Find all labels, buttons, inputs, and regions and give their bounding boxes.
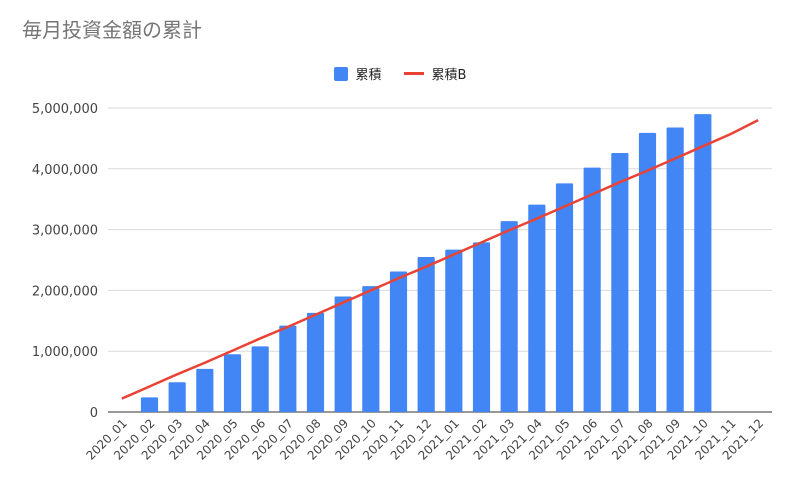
bar-2020_04[interactable] [196, 368, 214, 412]
bar-2020_05[interactable] [223, 354, 242, 412]
y-tick-label: 4,000,000 [32, 163, 98, 178]
bar-2021_05[interactable] [555, 183, 574, 412]
bar-2020_08[interactable] [306, 312, 325, 412]
bar-2021_10[interactable] [694, 114, 712, 412]
bar-2020_03[interactable] [168, 382, 186, 412]
y-tick-label: 1,000,000 [32, 345, 98, 360]
bar-2021_04[interactable] [528, 204, 546, 412]
x-tick-layer: 2020_012020_022020_032020_042020_052020_… [83, 416, 766, 463]
bar-2021_02[interactable] [472, 242, 491, 412]
legend-label-bar: 累積 [355, 68, 382, 83]
y-tick-layer: 0 1,000,000 2,000,000 3,000,000 4,000,000 5,0… [32, 102, 98, 421]
bar-2020_06[interactable] [251, 346, 269, 412]
line-layer [121, 119, 759, 400]
bar-2020_10[interactable] [362, 286, 380, 412]
chart-title: 毎月投資金額の累計 [22, 18, 202, 42]
bar-2021_08[interactable] [638, 132, 657, 413]
legend-swatch-line-icon [403, 72, 424, 75]
bar-2021_06[interactable] [583, 167, 601, 412]
bar-2020_07[interactable] [279, 325, 297, 412]
bar-2021_07[interactable] [611, 152, 629, 412]
y-tick-label: 3,000,000 [32, 224, 98, 239]
y-tick-label: 2,000,000 [32, 284, 98, 299]
bar-2021_09[interactable] [666, 127, 684, 413]
grid-layer [108, 107, 772, 413]
bar-layer [140, 114, 712, 413]
legend-item-line[interactable]: 累積B [403, 64, 467, 83]
legend-swatch-bar-icon [333, 66, 348, 81]
bar-2020_12[interactable] [417, 256, 435, 412]
bar-2020_11[interactable] [389, 271, 408, 412]
y-tick-label: 0 [90, 406, 98, 421]
bar-2020_09[interactable] [334, 296, 352, 412]
legend-label-line: 累積B [431, 68, 467, 83]
series-line-累積B[interactable] [121, 119, 759, 400]
bar-2021_01[interactable] [445, 249, 463, 412]
legend: 累積 累積B [0, 64, 800, 83]
legend-item-bar[interactable]: 累積 [333, 64, 382, 83]
y-tick-label: 5,000,000 [32, 102, 98, 117]
bar-2020_02[interactable] [140, 397, 159, 412]
bar-2021_03[interactable] [500, 221, 518, 412]
